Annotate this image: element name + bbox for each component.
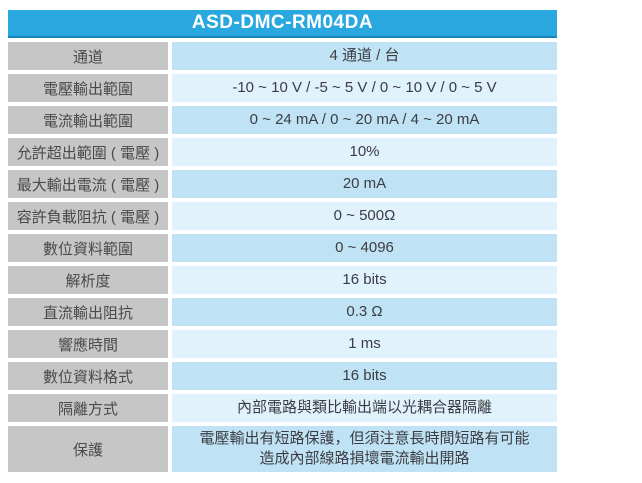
spec-label-cell: 最大輸出電流 ( 電壓 ) (8, 170, 168, 198)
spec-value-cell: 0 ~ 4096 (172, 234, 557, 262)
spec-row-protection: 保護 電壓輸出有短路保護，但須注意長時間短路有可能造成內部線路損壞電流輸出開路 (8, 426, 557, 472)
spec-value-cell: 20 mA (172, 170, 557, 198)
spec-row-allowed-overrange: 允許超出範圍 ( 電壓 ) 10% (8, 138, 557, 166)
spec-value-cell: 電壓輸出有短路保護，但須注意長時間短路有可能造成內部線路損壞電流輸出開路 (172, 426, 557, 472)
spec-table: ASD-DMC-RM04DA 通道 4 通道 / 台 電壓輸出範圍 -10 ~ … (8, 10, 557, 472)
spec-row-channels: 通道 4 通道 / 台 (8, 42, 557, 70)
spec-value-cell: 0.3 Ω (172, 298, 557, 326)
spec-row-resolution: 解析度 16 bits (8, 266, 557, 294)
spec-label-cell: 解析度 (8, 266, 168, 294)
spec-row-response-time: 響應時間 1 ms (8, 330, 557, 358)
spec-label-cell: 容許負載阻抗 ( 電壓 ) (8, 202, 168, 230)
spec-value-cell: 內部電路與類比輸出端以光耦合器隔離 (172, 394, 557, 422)
spec-value-cell: 4 通道 / 台 (172, 42, 557, 70)
spec-row-dc-output-impedance: 直流輸出阻抗 0.3 Ω (8, 298, 557, 326)
spec-row-max-output-current: 最大輸出電流 ( 電壓 ) 20 mA (8, 170, 557, 198)
spec-row-digital-data-format: 數位資料格式 16 bits (8, 362, 557, 390)
table-title: ASD-DMC-RM04DA (8, 10, 557, 38)
spec-label-cell: 響應時間 (8, 330, 168, 358)
spec-value-cell: 0 ~ 500Ω (172, 202, 557, 230)
spec-row-current-output-range: 電流輸出範圍 0 ~ 24 mA / 0 ~ 20 mA / 4 ~ 20 mA (8, 106, 557, 134)
spec-label-cell: 數位資料範圍 (8, 234, 168, 262)
spec-row-voltage-output-range: 電壓輸出範圍 -10 ~ 10 V / -5 ~ 5 V / 0 ~ 10 V … (8, 74, 557, 102)
spec-row-load-impedance: 容許負載阻抗 ( 電壓 ) 0 ~ 500Ω (8, 202, 557, 230)
spec-label-cell: 電流輸出範圍 (8, 106, 168, 134)
spec-label-cell: 允許超出範圍 ( 電壓 ) (8, 138, 168, 166)
spec-label-cell: 保護 (8, 426, 168, 472)
spec-row-digital-data-range: 數位資料範圍 0 ~ 4096 (8, 234, 557, 262)
spec-label-cell: 數位資料格式 (8, 362, 168, 390)
spec-value-cell: 0 ~ 24 mA / 0 ~ 20 mA / 4 ~ 20 mA (172, 106, 557, 134)
spec-value-cell: 1 ms (172, 330, 557, 358)
spec-label-cell: 通道 (8, 42, 168, 70)
spec-value-cell: 16 bits (172, 362, 557, 390)
spec-label-cell: 直流輸出阻抗 (8, 298, 168, 326)
spec-label-cell: 電壓輸出範圍 (8, 74, 168, 102)
spec-value-cell: 10% (172, 138, 557, 166)
spec-value-cell: -10 ~ 10 V / -5 ~ 5 V / 0 ~ 10 V / 0 ~ 5… (172, 74, 557, 102)
spec-row-isolation-method: 隔離方式 內部電路與類比輸出端以光耦合器隔離 (8, 394, 557, 422)
spec-value-cell: 16 bits (172, 266, 557, 294)
spec-label-cell: 隔離方式 (8, 394, 168, 422)
